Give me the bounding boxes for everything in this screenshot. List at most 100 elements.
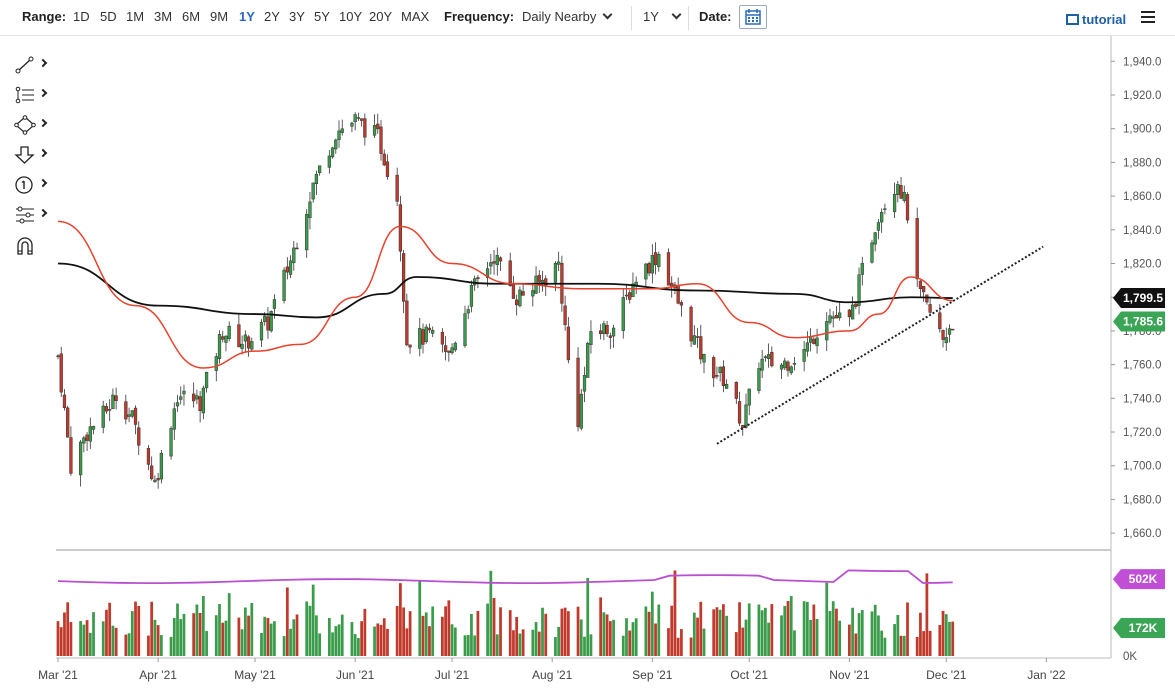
range-button-20y[interactable]: 20Y — [369, 9, 393, 24]
volume-bar — [156, 625, 160, 656]
volume-bar — [489, 570, 493, 656]
volume-bar — [851, 607, 854, 656]
candle — [408, 344, 412, 354]
volume-bar — [734, 632, 738, 656]
volume-bar — [360, 621, 363, 656]
volume-bar — [79, 621, 82, 656]
volume-bar — [172, 617, 176, 656]
candle — [243, 330, 247, 353]
volume-bar — [789, 596, 793, 656]
frequency-dropdown[interactable]: Daily Nearby — [522, 9, 613, 24]
tutorial-label: tutorial — [1082, 12, 1127, 27]
tool-arrow[interactable] — [10, 142, 54, 168]
volume-bar — [515, 616, 519, 656]
candle — [918, 280, 923, 298]
date-picker-button[interactable] — [739, 5, 767, 29]
candle — [534, 266, 538, 295]
candle — [133, 405, 138, 435]
volume-bar — [951, 621, 955, 656]
tool-fibonacci[interactable] — [10, 82, 54, 108]
range-button-1d[interactable]: 1D — [73, 9, 90, 24]
candle — [330, 146, 335, 159]
volume-bar — [292, 619, 296, 656]
volume-bar — [402, 607, 405, 656]
candle — [666, 248, 671, 286]
tool-shapes[interactable] — [10, 112, 54, 138]
volume-bar — [408, 611, 412, 656]
candle — [941, 329, 945, 348]
period-dropdown[interactable]: 1Y — [643, 9, 682, 24]
range-button-3y[interactable]: 3Y — [289, 9, 305, 24]
volume-bar — [218, 604, 221, 656]
tool-line[interactable] — [10, 52, 54, 78]
volume-bar — [179, 619, 183, 656]
tool-annotation[interactable] — [10, 172, 54, 198]
candle — [915, 207, 919, 288]
volume-bar — [130, 611, 134, 656]
candle — [557, 251, 561, 272]
candle — [586, 341, 590, 378]
magnet-icon — [17, 237, 33, 255]
volume-bar — [453, 627, 457, 656]
range-button-3m[interactable]: 3M — [154, 9, 173, 24]
price-chart[interactable]: 1,660.0 1,680.0 1,700.0 1,720.0 1,740.0 1,760… — [0, 36, 1175, 690]
volume-bar — [699, 601, 703, 656]
tutorial-link[interactable]: tutorial — [1066, 12, 1126, 27]
range-button-9m[interactable]: 9M — [210, 9, 229, 24]
range-button-2y[interactable]: 2Y — [264, 9, 280, 24]
volume-bar — [725, 615, 728, 656]
range-button-5d[interactable]: 5D — [100, 9, 117, 24]
candle — [379, 120, 383, 161]
candle — [285, 257, 289, 280]
candle — [741, 424, 745, 436]
volume-bar — [602, 612, 606, 656]
volume-bar — [744, 619, 748, 656]
volume-bar — [576, 606, 580, 656]
volume-bar — [915, 636, 919, 656]
volume-bar — [712, 609, 716, 656]
range-button-6m[interactable]: 6M — [182, 9, 201, 24]
candle — [834, 305, 839, 319]
arrow-down-icon — [14, 146, 35, 164]
candle — [246, 335, 251, 357]
candle — [779, 362, 784, 379]
tool-measure[interactable] — [10, 202, 54, 228]
volume-bar — [919, 612, 922, 656]
candle — [611, 324, 616, 348]
candle — [760, 349, 764, 379]
range-button-max[interactable]: MAX — [401, 9, 430, 24]
candle — [657, 251, 661, 272]
trendline[interactable] — [716, 245, 1044, 445]
range-button-1m[interactable]: 1M — [126, 9, 145, 24]
range-button-5y[interactable]: 5Y — [314, 9, 330, 24]
volume-bar — [780, 615, 783, 656]
candle — [621, 289, 625, 339]
volume-bar — [689, 637, 693, 656]
volume-average-badge: 502K — [1113, 569, 1165, 590]
volume-bar — [760, 610, 764, 656]
volume-bar — [770, 604, 774, 656]
volume-bar — [499, 607, 502, 656]
volume-bar — [405, 628, 409, 656]
candle — [850, 296, 855, 320]
volume-bar — [896, 614, 900, 656]
candle — [922, 286, 926, 302]
candle — [266, 307, 270, 339]
range-label: Range: — [22, 9, 67, 24]
hamburger-menu-icon[interactable] — [1141, 11, 1155, 24]
tool-magnet[interactable] — [10, 233, 54, 259]
candle — [395, 167, 399, 207]
volume-bar — [815, 619, 819, 656]
volume-bar — [854, 633, 858, 656]
candle — [146, 445, 151, 471]
volume-bar — [793, 630, 796, 656]
range-button-1y[interactable]: 1Y — [239, 9, 255, 24]
range-button-10y[interactable]: 10Y — [339, 9, 363, 24]
volume-bar — [928, 630, 932, 656]
candle — [130, 410, 134, 419]
candle — [786, 360, 790, 377]
candle — [579, 388, 583, 431]
candle — [905, 192, 910, 224]
volume-bar — [56, 621, 60, 656]
volume-bar — [169, 636, 173, 656]
